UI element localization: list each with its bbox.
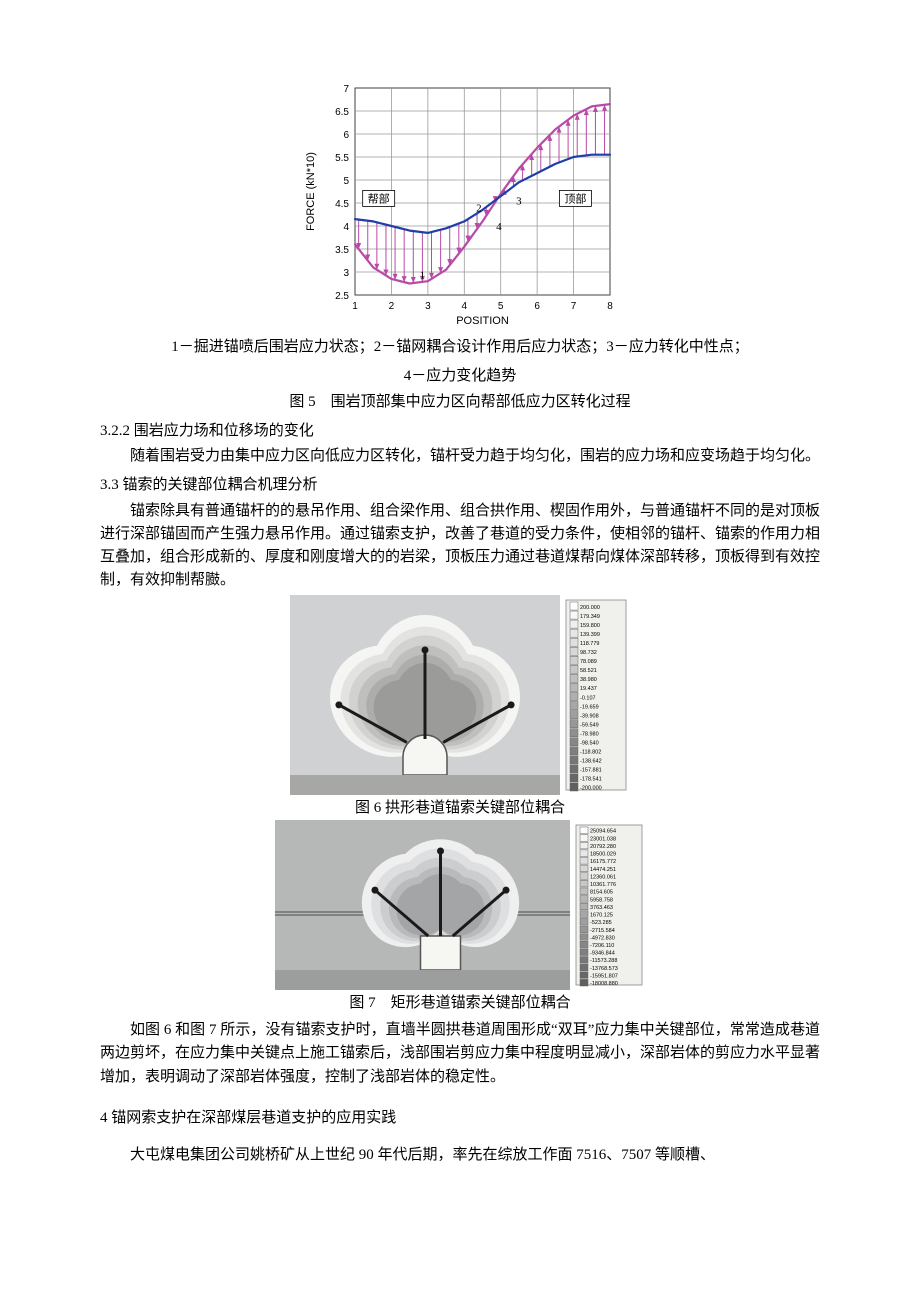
- svg-text:16175.772: 16175.772: [590, 859, 616, 865]
- svg-text:-2715.584: -2715.584: [590, 928, 615, 934]
- svg-text:5958.758: 5958.758: [590, 897, 613, 903]
- svg-text:25094.654: 25094.654: [590, 828, 616, 834]
- svg-text:19.437: 19.437: [580, 686, 597, 692]
- para-3-2-2: 随着围岩受力由集中应力区向低应力区转化，锚杆受力趋于均匀化，围岩的应力场和应变场…: [100, 445, 820, 468]
- svg-text:1670.125: 1670.125: [590, 912, 613, 918]
- svg-text:8: 8: [607, 301, 613, 312]
- svg-text:6.5: 6.5: [335, 107, 349, 118]
- svg-text:7: 7: [571, 301, 577, 312]
- svg-text:-0.107: -0.107: [580, 695, 596, 701]
- fig7-sim: 25094.654 23001.038 20792.28018500.029 1617…: [100, 820, 820, 990]
- svg-text:-157.881: -157.881: [580, 767, 602, 773]
- fig6-title: 图 6 拱形巷道锚索关键部位耦合: [100, 797, 820, 820]
- svg-text:14474.251: 14474.251: [590, 867, 616, 873]
- para-4: 大屯煤电集团公司姚桥矿从上世纪 90 年代后期，率先在综放工作面 7516、75…: [100, 1144, 820, 1167]
- svg-text:-98.540: -98.540: [580, 740, 599, 746]
- svg-text:2: 2: [389, 301, 395, 312]
- svg-text:FORCE (kN*10): FORCE (kN*10): [305, 152, 317, 231]
- svg-text:78.089: 78.089: [580, 659, 597, 665]
- svg-text:3: 3: [516, 196, 522, 208]
- svg-text:3: 3: [343, 268, 349, 279]
- svg-text:118.779: 118.779: [580, 640, 599, 646]
- svg-text:2: 2: [476, 203, 482, 215]
- svg-text:4: 4: [496, 221, 502, 233]
- svg-text:-7206.110: -7206.110: [590, 943, 614, 949]
- fig5-legend-line2: 4－应力变化趋势: [100, 365, 820, 388]
- svg-text:帮部: 帮部: [368, 191, 390, 205]
- svg-text:-18008.880: -18008.880: [590, 981, 618, 987]
- svg-text:-118.802: -118.802: [580, 749, 601, 755]
- svg-text:7: 7: [343, 84, 349, 95]
- para-post-fig: 如图 6 和图 7 所示，没有锚索支护时，直墙半圆拱巷道周围形成“双耳”应力集中…: [100, 1019, 820, 1089]
- heading-3-2-2: 3.2.2 围岩应力场和位移场的变化: [100, 420, 820, 443]
- svg-text:-138.642: -138.642: [580, 758, 602, 764]
- svg-text:159.800: 159.800: [580, 622, 600, 628]
- para-3-3: 锚索除具有普通锚杆的的悬吊作用、组合梁作用、组合拱作用、楔固作用外，与普通锚杆不…: [100, 500, 820, 593]
- svg-text:3763.463: 3763.463: [590, 905, 613, 911]
- svg-text:1: 1: [420, 269, 426, 281]
- fig5-chart: 1 2 3 4 5 6 7 8 2.5 3 3.5 4 4.5 5 5.5 6 6.5 7 帮部 顶部 1 2 3 4 POSI…: [100, 80, 820, 330]
- svg-text:20792.280: 20792.280: [590, 844, 616, 850]
- svg-text:5: 5: [343, 176, 349, 187]
- svg-text:4.5: 4.5: [335, 199, 349, 210]
- fig5-legend-line1: 1－掘进锚喷后围岩应力状态；2－锚网耦合设计作用后应力状态；3－应力转化中性点；: [100, 336, 820, 359]
- heading-3-3: 3.3 锚索的关键部位耦合机理分析: [100, 474, 820, 497]
- svg-text:4: 4: [462, 301, 468, 312]
- svg-text:-178.541: -178.541: [580, 776, 602, 782]
- svg-text:-13768.573: -13768.573: [590, 966, 618, 972]
- heading-4: 4 锚网索支护在深部煤层巷道支护的应用实践: [100, 1107, 820, 1130]
- svg-text:-59.549: -59.549: [580, 722, 599, 728]
- svg-text:-15951.807: -15951.807: [590, 973, 618, 979]
- svg-text:23001.038: 23001.038: [590, 836, 616, 842]
- fig5-title: 图 5 围岩顶部集中应力区向帮部低应力区转化过程: [100, 391, 820, 414]
- svg-text:10361.776: 10361.776: [590, 882, 616, 888]
- svg-text:5: 5: [498, 301, 504, 312]
- svg-text:200.000: 200.000: [580, 604, 600, 610]
- svg-text:顶部: 顶部: [564, 191, 586, 205]
- svg-text:4: 4: [343, 222, 349, 233]
- svg-text:-4972.830: -4972.830: [590, 935, 615, 941]
- svg-text:-9346.844: -9346.844: [590, 950, 615, 956]
- svg-text:139.399: 139.399: [580, 631, 600, 637]
- svg-text:-200.000: -200.000: [580, 785, 602, 791]
- svg-text:POSITION: POSITION: [456, 315, 509, 327]
- svg-text:2.5: 2.5: [335, 291, 349, 302]
- fig7-title: 图 7 矩形巷道锚索关键部位耦合: [100, 992, 820, 1015]
- svg-text:1: 1: [352, 301, 358, 312]
- svg-text:8154.605: 8154.605: [590, 889, 613, 895]
- svg-text:12360.061: 12360.061: [590, 874, 616, 880]
- svg-text:3.5: 3.5: [335, 245, 349, 256]
- svg-text:5.5: 5.5: [335, 153, 349, 164]
- svg-text:-19.659: -19.659: [580, 704, 599, 710]
- svg-text:98.732: 98.732: [580, 650, 597, 656]
- svg-text:6: 6: [534, 301, 540, 312]
- svg-text:3: 3: [425, 301, 431, 312]
- svg-text:-523.285: -523.285: [590, 920, 612, 926]
- svg-text:58.521: 58.521: [580, 668, 597, 674]
- svg-text:38.980: 38.980: [580, 677, 597, 683]
- fig6-sim: 200.000 179.349 159.800 139.399 118.779 98.73…: [100, 595, 820, 795]
- svg-text:179.349: 179.349: [580, 613, 600, 619]
- svg-text:6: 6: [343, 130, 349, 141]
- svg-text:-39.908: -39.908: [580, 713, 599, 719]
- svg-text:18500.029: 18500.029: [590, 851, 616, 857]
- svg-text:-11573.288: -11573.288: [590, 958, 617, 964]
- svg-text:-78.980: -78.980: [580, 731, 599, 737]
